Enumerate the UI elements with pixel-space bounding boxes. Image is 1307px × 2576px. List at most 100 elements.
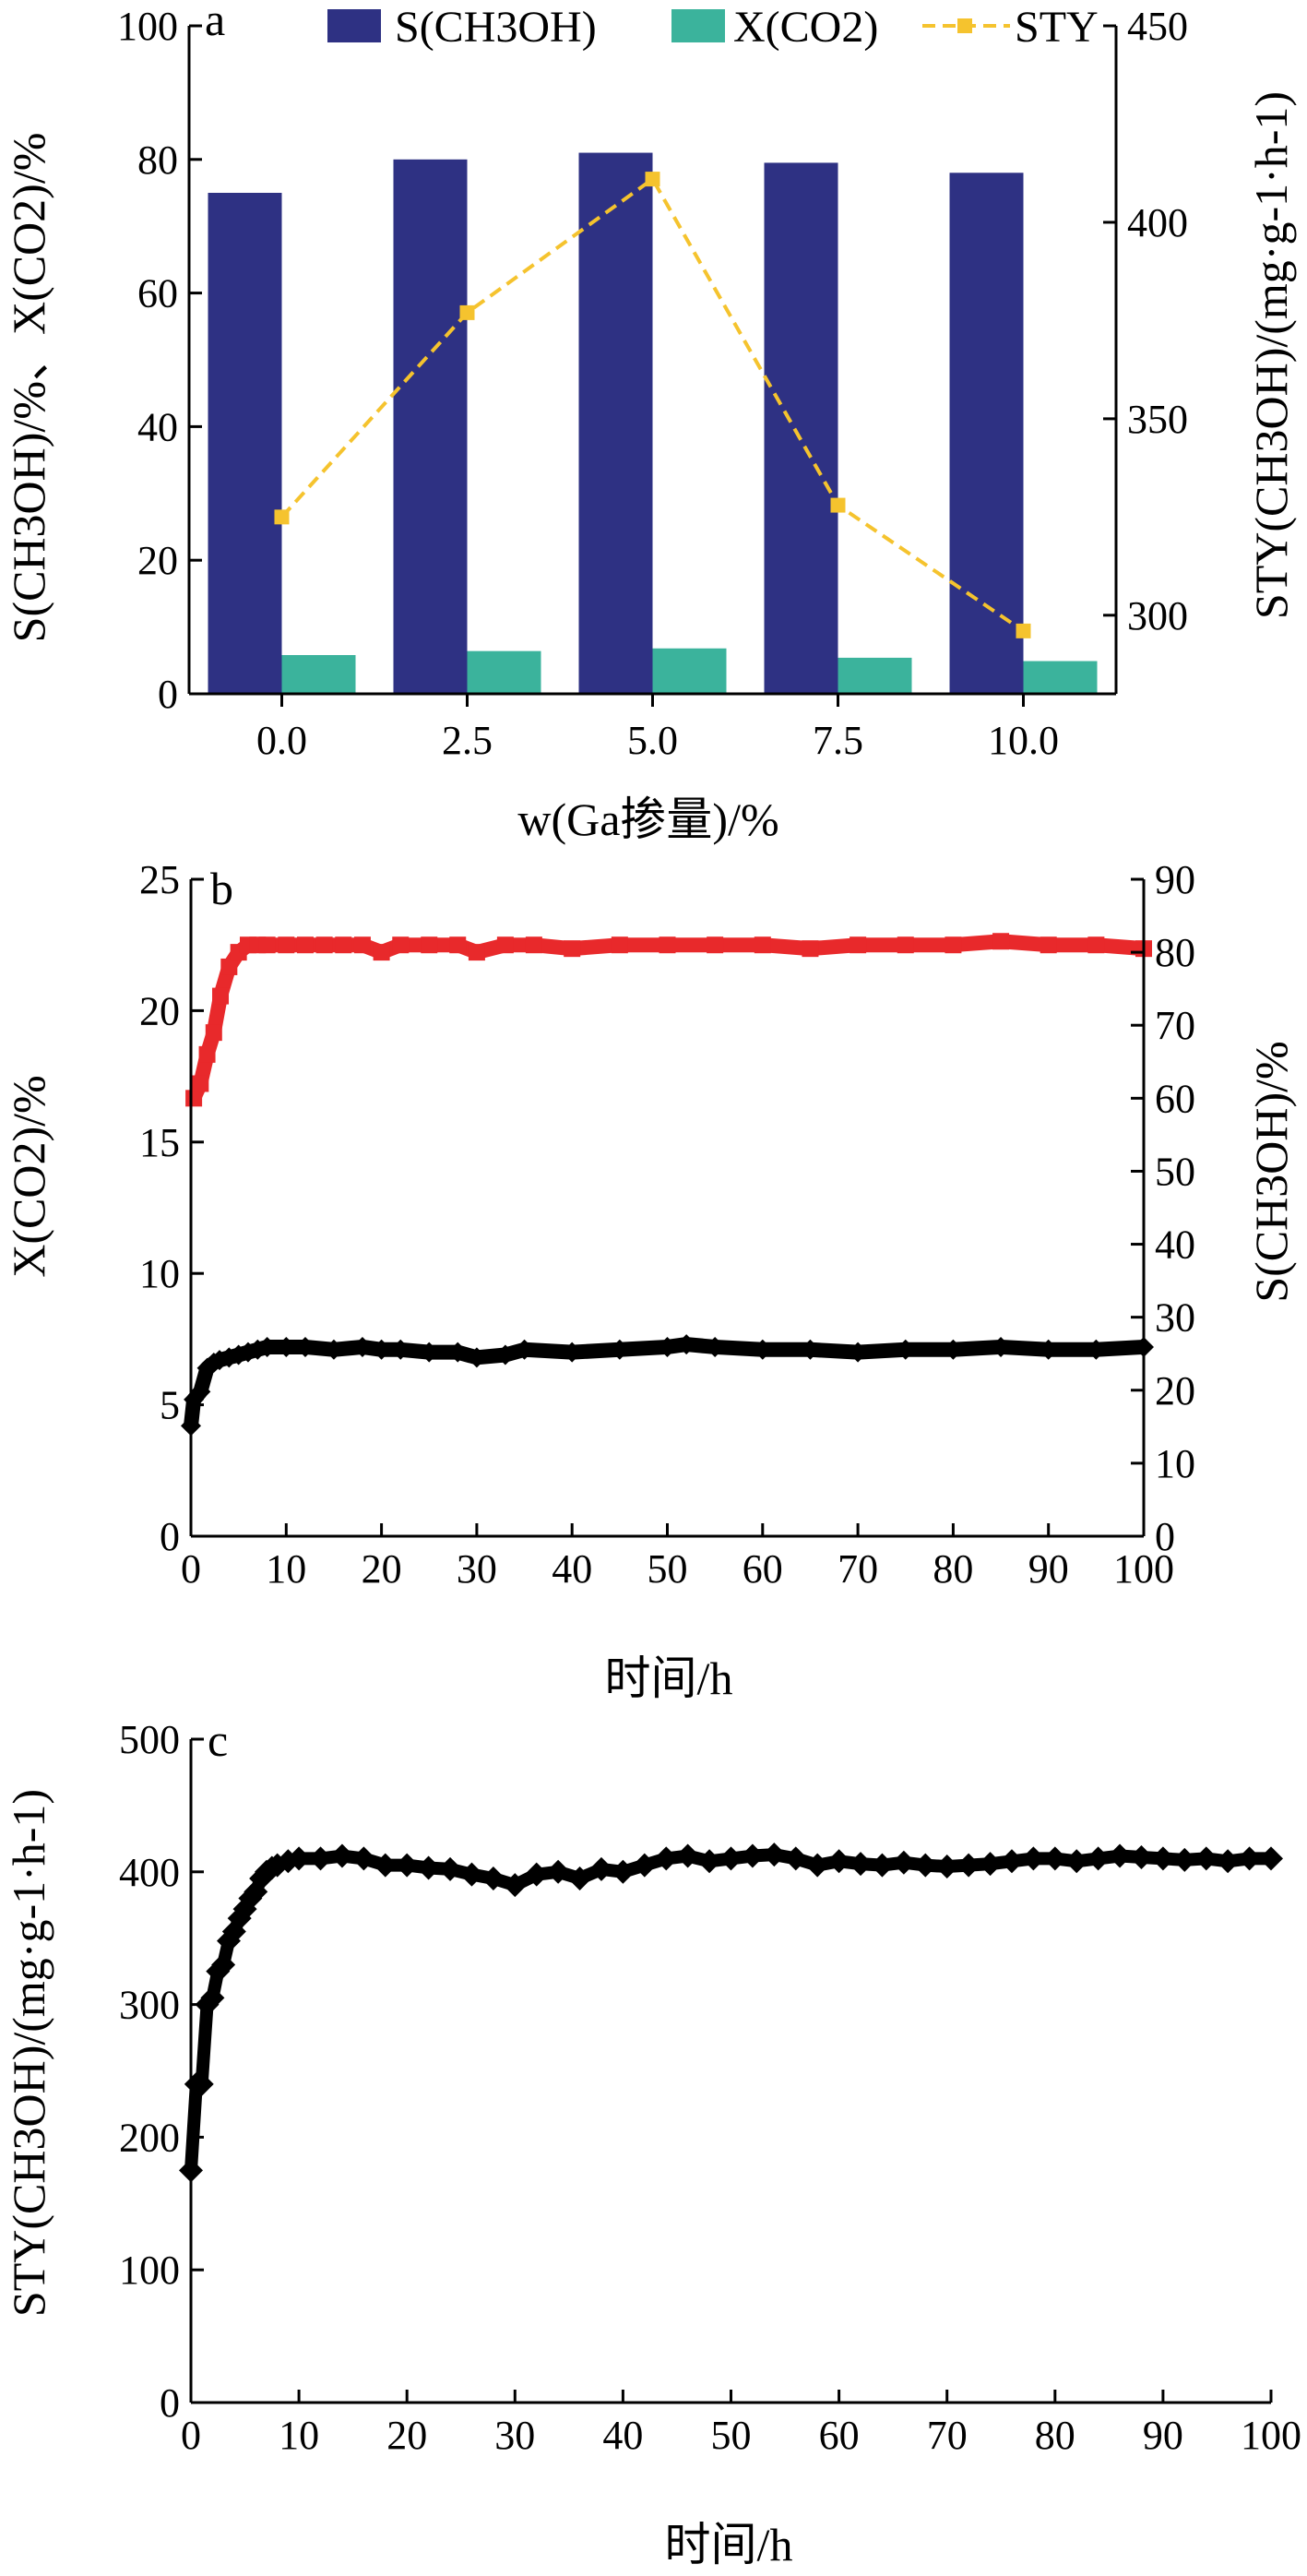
panel-b-x-tick-label: 100 — [1113, 1546, 1174, 1592]
panel-b-x-tick-label: 40 — [552, 1546, 592, 1592]
panel-c-x-tick-label: 20 — [386, 2413, 427, 2458]
panel-c-y-tick-label: 400 — [119, 1850, 180, 1895]
s-ch3oh-point — [1040, 936, 1057, 954]
sty-point — [849, 1852, 873, 1877]
x-co2-point — [1038, 1339, 1059, 1360]
panel-c-y-tick-label: 100 — [119, 2248, 180, 2293]
panel-c-x-tick-label: 0 — [181, 2413, 201, 2458]
panel-b-right-tick-label: 30 — [1155, 1295, 1195, 1341]
legend-label-sty: STY — [1015, 3, 1099, 52]
sty-point — [546, 1859, 571, 1884]
panel-b-right-tick-label: 60 — [1155, 1076, 1195, 1121]
panel-a-left-y-axis-label: S(CH3OH)/%、X(CO2)/% — [3, 133, 54, 643]
panel-b-left-tick-label: 10 — [139, 1251, 180, 1296]
x-co2-point — [1086, 1339, 1107, 1360]
x-co2-point — [705, 1336, 726, 1357]
sty-point — [611, 1859, 636, 1884]
panel-c-x-tick-label: 80 — [1035, 2413, 1075, 2458]
panel-b-right-tick-label: 70 — [1155, 1003, 1195, 1048]
sty-point — [1042, 1846, 1067, 1871]
x-co2-point — [609, 1339, 630, 1360]
s-ch3oh-point — [373, 944, 390, 961]
sty-point — [697, 1849, 722, 1874]
x-co2-point — [466, 1347, 487, 1368]
sty-point — [1150, 1846, 1175, 1871]
bar-s-ch3oh — [578, 152, 653, 694]
sty-point — [351, 1846, 376, 1871]
sty-point — [459, 304, 475, 320]
panel-a-legend: S(CH3OH) X(CO2) STY — [327, 3, 1099, 52]
x-co2-point — [562, 1342, 583, 1363]
x-co2-point — [390, 1339, 411, 1360]
panel-a-left-tick-label: 20 — [137, 538, 178, 583]
s-ch3oh-point — [198, 1045, 216, 1063]
s-ch3oh-point — [449, 936, 467, 954]
x-co2-point — [419, 1342, 440, 1363]
sty-point — [719, 1846, 743, 1871]
sty-point — [740, 1843, 765, 1868]
panel-a-right-tick-label: 350 — [1127, 397, 1188, 442]
panel-c-x-tick-label: 90 — [1143, 2413, 1183, 2458]
panel-b-right-y-axis-label: S(CH3OH)/% — [1245, 1041, 1297, 1302]
x-co2-point — [514, 1339, 535, 1360]
bar-s-ch3oh — [208, 193, 282, 694]
s-ch3oh-point — [659, 936, 676, 954]
s-ch3oh-point — [220, 958, 238, 975]
panel-a-left-tick-label: 60 — [137, 271, 178, 316]
bar-x-co2 — [281, 655, 356, 694]
sty-point — [459, 1862, 484, 1887]
panel-b-x-tick-label: 70 — [838, 1546, 878, 1592]
bar-x-co2 — [838, 657, 912, 694]
x-co2-point — [371, 1339, 392, 1360]
panel-a-left-tick-label: 40 — [137, 404, 178, 449]
sty-point — [524, 1862, 549, 1887]
sty-point — [308, 1846, 333, 1871]
s-ch3oh-point — [802, 940, 819, 958]
sty-point — [481, 1866, 505, 1890]
panel-b-chart: b 0 5 10 15 20 25 0 10 20 30 40 50 60 70 80 90 0 10 20 30 40… — [3, 857, 1297, 1704]
panel-b-label: b — [210, 863, 233, 914]
x-co2-point — [351, 1336, 373, 1357]
s-ch3oh-point — [525, 936, 542, 954]
x-co2-point — [676, 1334, 697, 1355]
x-co2-point — [848, 1342, 869, 1363]
panel-c-y-axis-label: STY(CH3OH)/(mg·g-1·h-1) — [3, 1789, 54, 2317]
x-co2-point — [991, 1336, 1012, 1357]
s-ch3oh-point — [258, 936, 276, 954]
sty-point — [632, 1853, 657, 1878]
sty-point — [1216, 1849, 1241, 1874]
sty-point — [891, 1850, 916, 1875]
sty-point — [1016, 623, 1031, 638]
panel-b-x-tick-label: 80 — [933, 1546, 973, 1592]
legend-label-x-co2: X(CO2) — [733, 3, 878, 52]
bar-s-ch3oh — [764, 162, 838, 695]
s-ch3oh-point — [185, 1090, 203, 1107]
panel-a-right-y-axis-label: STY(CH3OH)/(mg·g-1·h-1) — [1245, 91, 1297, 619]
panel-a-x-tick-label: 5.0 — [627, 718, 678, 763]
panel-b-left-tick-label: 15 — [139, 1120, 180, 1165]
panel-a-chart: a S(CH3OH) X(CO2) STY 0 20 40 60 80 100 300 350… — [3, 0, 1297, 845]
sty-trace — [184, 1848, 1271, 2171]
sty-point — [329, 1843, 354, 1868]
s-ch3oh-point — [296, 936, 314, 954]
s-ch3oh-trace — [186, 934, 1145, 1102]
panel-b-right-tick-label: 80 — [1155, 930, 1195, 975]
x-co2-point — [657, 1336, 678, 1357]
panel-b-right-tick-label: 90 — [1155, 857, 1195, 902]
x-co2-point — [276, 1336, 297, 1357]
sty-point — [244, 1879, 268, 1904]
sty-point — [287, 1846, 312, 1871]
x-co2-point — [256, 1336, 278, 1357]
panel-b-right-tick-label: 20 — [1155, 1368, 1195, 1413]
sty-point — [1194, 1846, 1218, 1871]
bar-x-co2 — [652, 648, 727, 694]
panel-c-label: c — [208, 1714, 228, 1766]
panel-a-left-tick-label: 0 — [158, 672, 178, 717]
sty-point — [870, 1853, 895, 1878]
panel-a-left-tick-label: 80 — [137, 137, 178, 183]
sty-point — [1259, 1846, 1283, 1871]
x-co2-point — [447, 1342, 469, 1363]
panel-c-x-tick-label: 50 — [711, 2413, 752, 2458]
panel-b-right-tick-label: 10 — [1155, 1441, 1195, 1486]
s-ch3oh-point — [707, 936, 724, 954]
